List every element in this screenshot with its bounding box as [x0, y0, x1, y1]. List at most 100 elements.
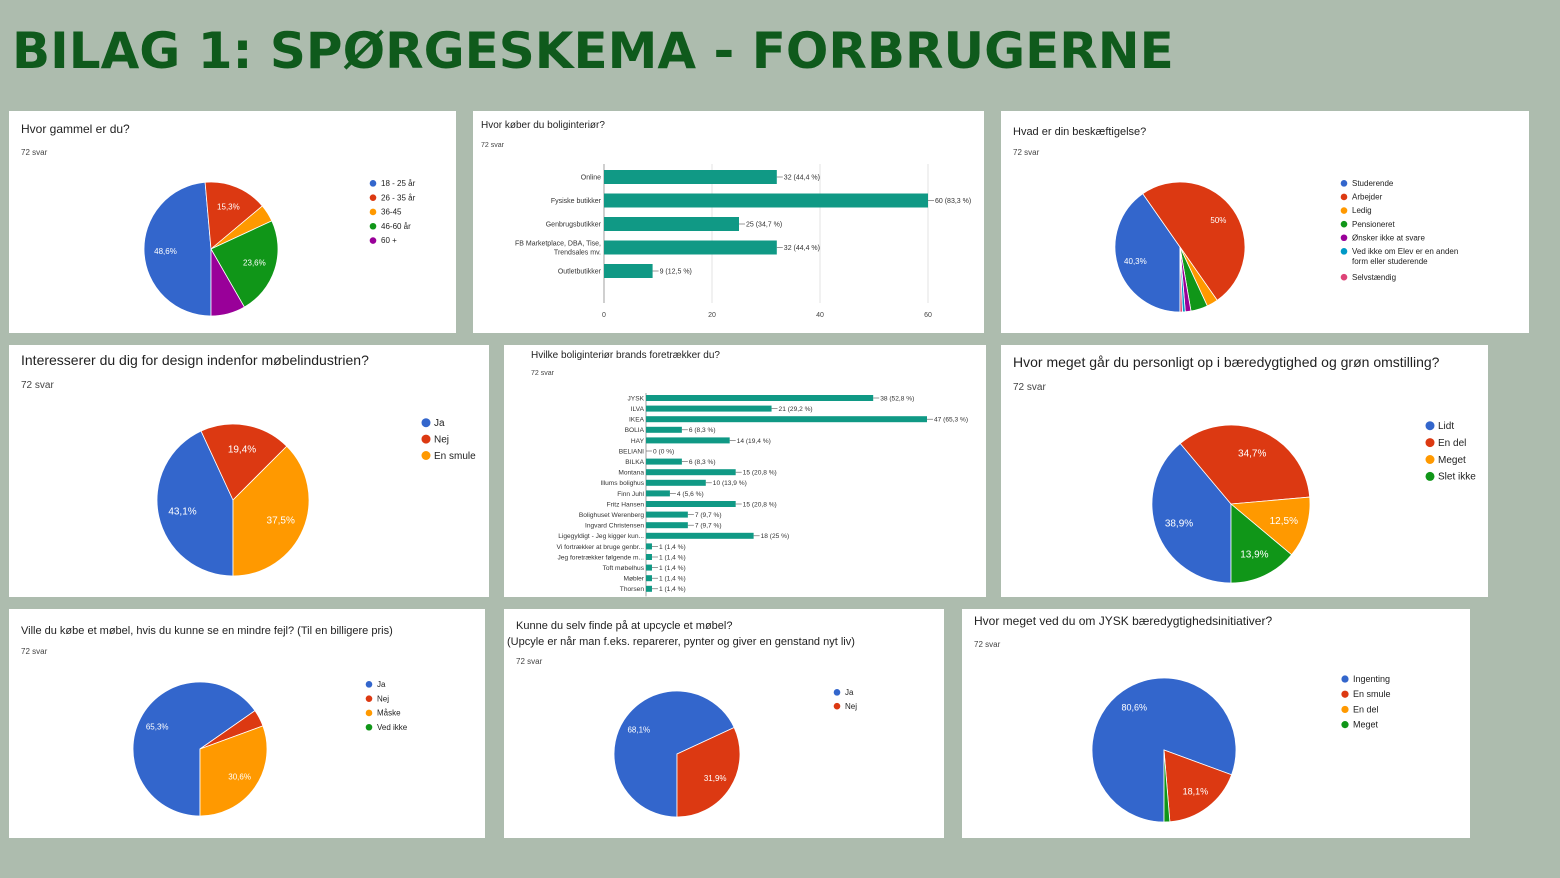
chart-title: Hvad er din beskæftigelse?	[1013, 126, 1146, 138]
chart-title: Hvilke boliginteriør brands foretrækker …	[531, 350, 720, 361]
bar	[646, 532, 754, 539]
pie-slice	[1163, 749, 1171, 823]
chart-card-flaw: Ville du købe et møbel, hvis du kunne se…	[9, 609, 485, 838]
category-label: Outletbutikker	[558, 269, 602, 276]
category-label: Fysiske butikker	[551, 198, 602, 205]
legend-label: 60 +	[381, 236, 397, 245]
legend-dot	[1341, 721, 1349, 729]
legend-dot	[1340, 248, 1348, 255]
bar	[646, 501, 736, 507]
bar	[604, 217, 739, 231]
legend-label: 36-45	[381, 208, 402, 217]
pie-slice	[613, 690, 735, 818]
legend-dot	[365, 723, 373, 731]
bar	[646, 416, 927, 423]
legend-dot	[369, 222, 377, 230]
slice-label: 13,9%	[1240, 550, 1268, 561]
bar	[604, 264, 653, 278]
chart-design: Interesserer du dig for design indenfor …	[21, 352, 476, 577]
legend-dot	[1425, 438, 1435, 448]
response-count: 72 svar	[481, 142, 505, 149]
category-label: ILVA	[631, 406, 645, 413]
response-count: 72 svar	[21, 380, 54, 391]
pie-slice	[676, 726, 741, 818]
pie-slice	[1179, 246, 1183, 313]
pie-slice	[232, 445, 310, 577]
bar-label: 38 (52,8 %)	[880, 395, 914, 402]
legend-label: Selvstændig	[1352, 273, 1396, 282]
pie-slice	[200, 423, 288, 501]
legend-dot	[1340, 220, 1348, 228]
slice-label: 40,3%	[1124, 257, 1147, 266]
category-label: Thorsen	[620, 586, 645, 593]
legend-label: Meget	[1438, 455, 1466, 466]
chart-age: Hvor gammel er du? 72 svar 48,6% 15,3% 23,6%…	[21, 122, 416, 317]
bar-label: 47 (65,3 %)	[934, 417, 968, 424]
legend-dot	[1340, 234, 1348, 242]
response-count: 72 svar	[974, 640, 1001, 649]
pie-slice	[1151, 442, 1232, 584]
legend-label: 18 - 25 år	[381, 179, 416, 188]
legend-label: Ingenting	[1353, 674, 1390, 684]
bar-label: 10 (13,9 %)	[713, 480, 747, 487]
slice-label: 34,7%	[1238, 448, 1266, 459]
bar-label: 18 (25 %)	[761, 533, 790, 540]
bar	[646, 469, 736, 476]
bar-label: 1 (1,4 %)	[659, 554, 686, 561]
slice-label: 37,5%	[267, 515, 295, 526]
legend-label: Ved ikke	[377, 723, 408, 732]
slice-label: 38,9%	[1165, 518, 1193, 529]
pie-slice	[210, 220, 279, 308]
chart-jysk: Hvor meget ved du om JYSK bæredygtigheds…	[974, 614, 1391, 823]
category-label: Genbrugsbutikker	[546, 222, 602, 229]
category-label: Ligegyldigt - Jeg kigger kun...	[558, 533, 644, 540]
category-label: Illums bolighus	[600, 480, 644, 487]
bar-label: 1 (1,4 %)	[659, 576, 686, 583]
pie-slice	[1142, 181, 1246, 301]
category-label: Møbler	[623, 576, 644, 583]
bar	[646, 458, 682, 465]
x-tick-label: 40	[816, 312, 824, 319]
x-tick-label: 20	[708, 312, 716, 319]
legend-dot	[1425, 471, 1435, 481]
legend-dot	[421, 434, 431, 444]
legend-label: Ønsker ikke at svare	[1352, 233, 1425, 242]
bar-label: 6 (8,3 %)	[689, 459, 716, 466]
bar	[646, 405, 772, 412]
chart-card-where: Hvor køber du boliginteriør? 72 svar 0 20 40…	[473, 111, 984, 333]
bar	[646, 511, 688, 518]
slice-label: 68,1%	[627, 725, 650, 734]
slice-label: 30,6%	[228, 772, 251, 781]
bar	[646, 426, 682, 433]
chart-where: Hvor køber du boliginteriør? 72 svar 0 20 40…	[481, 120, 971, 319]
legend-dot	[365, 681, 373, 688]
legend-label: 46-60 år	[381, 222, 411, 231]
pie-slice	[1230, 496, 1311, 556]
chart-title: Hvor køber du boliginteriør?	[481, 120, 605, 131]
bar	[646, 522, 688, 529]
legend-label: En del	[1353, 704, 1379, 714]
response-count: 72 svar	[1013, 382, 1046, 393]
pie-slice	[199, 725, 268, 817]
chart-title: Hvor meget ved du om JYSK bæredygtigheds…	[974, 614, 1272, 628]
bar	[646, 479, 706, 486]
pie-slice	[143, 181, 212, 317]
legend-label: Pensioneret	[1352, 220, 1395, 229]
category-label: Montana	[618, 470, 644, 477]
slice-label: 12,5%	[1270, 516, 1298, 527]
x-tick-label: 0	[602, 312, 606, 319]
response-count: 72 svar	[21, 148, 48, 157]
bar	[604, 193, 928, 208]
legend-dot	[369, 194, 377, 201]
category-label: Bolighuset Werenberg	[579, 512, 644, 519]
chart-card-age: Hvor gammel er du? 72 svar 48,6% 15,3% 23,6%…	[9, 111, 456, 333]
chart-subtitle: (Upcyle er når man f.eks. reparerer, pyn…	[507, 636, 855, 648]
pie-slice	[156, 430, 234, 577]
bar-label: 6 (8,3 %)	[689, 427, 716, 434]
bar-label: 4 (5,6 %)	[677, 491, 704, 498]
legend-label: Nej	[434, 434, 449, 445]
pie-slice	[210, 247, 245, 317]
category-label: BILKA	[625, 459, 644, 466]
category-label: IKEA	[629, 417, 645, 424]
bar	[646, 395, 874, 401]
